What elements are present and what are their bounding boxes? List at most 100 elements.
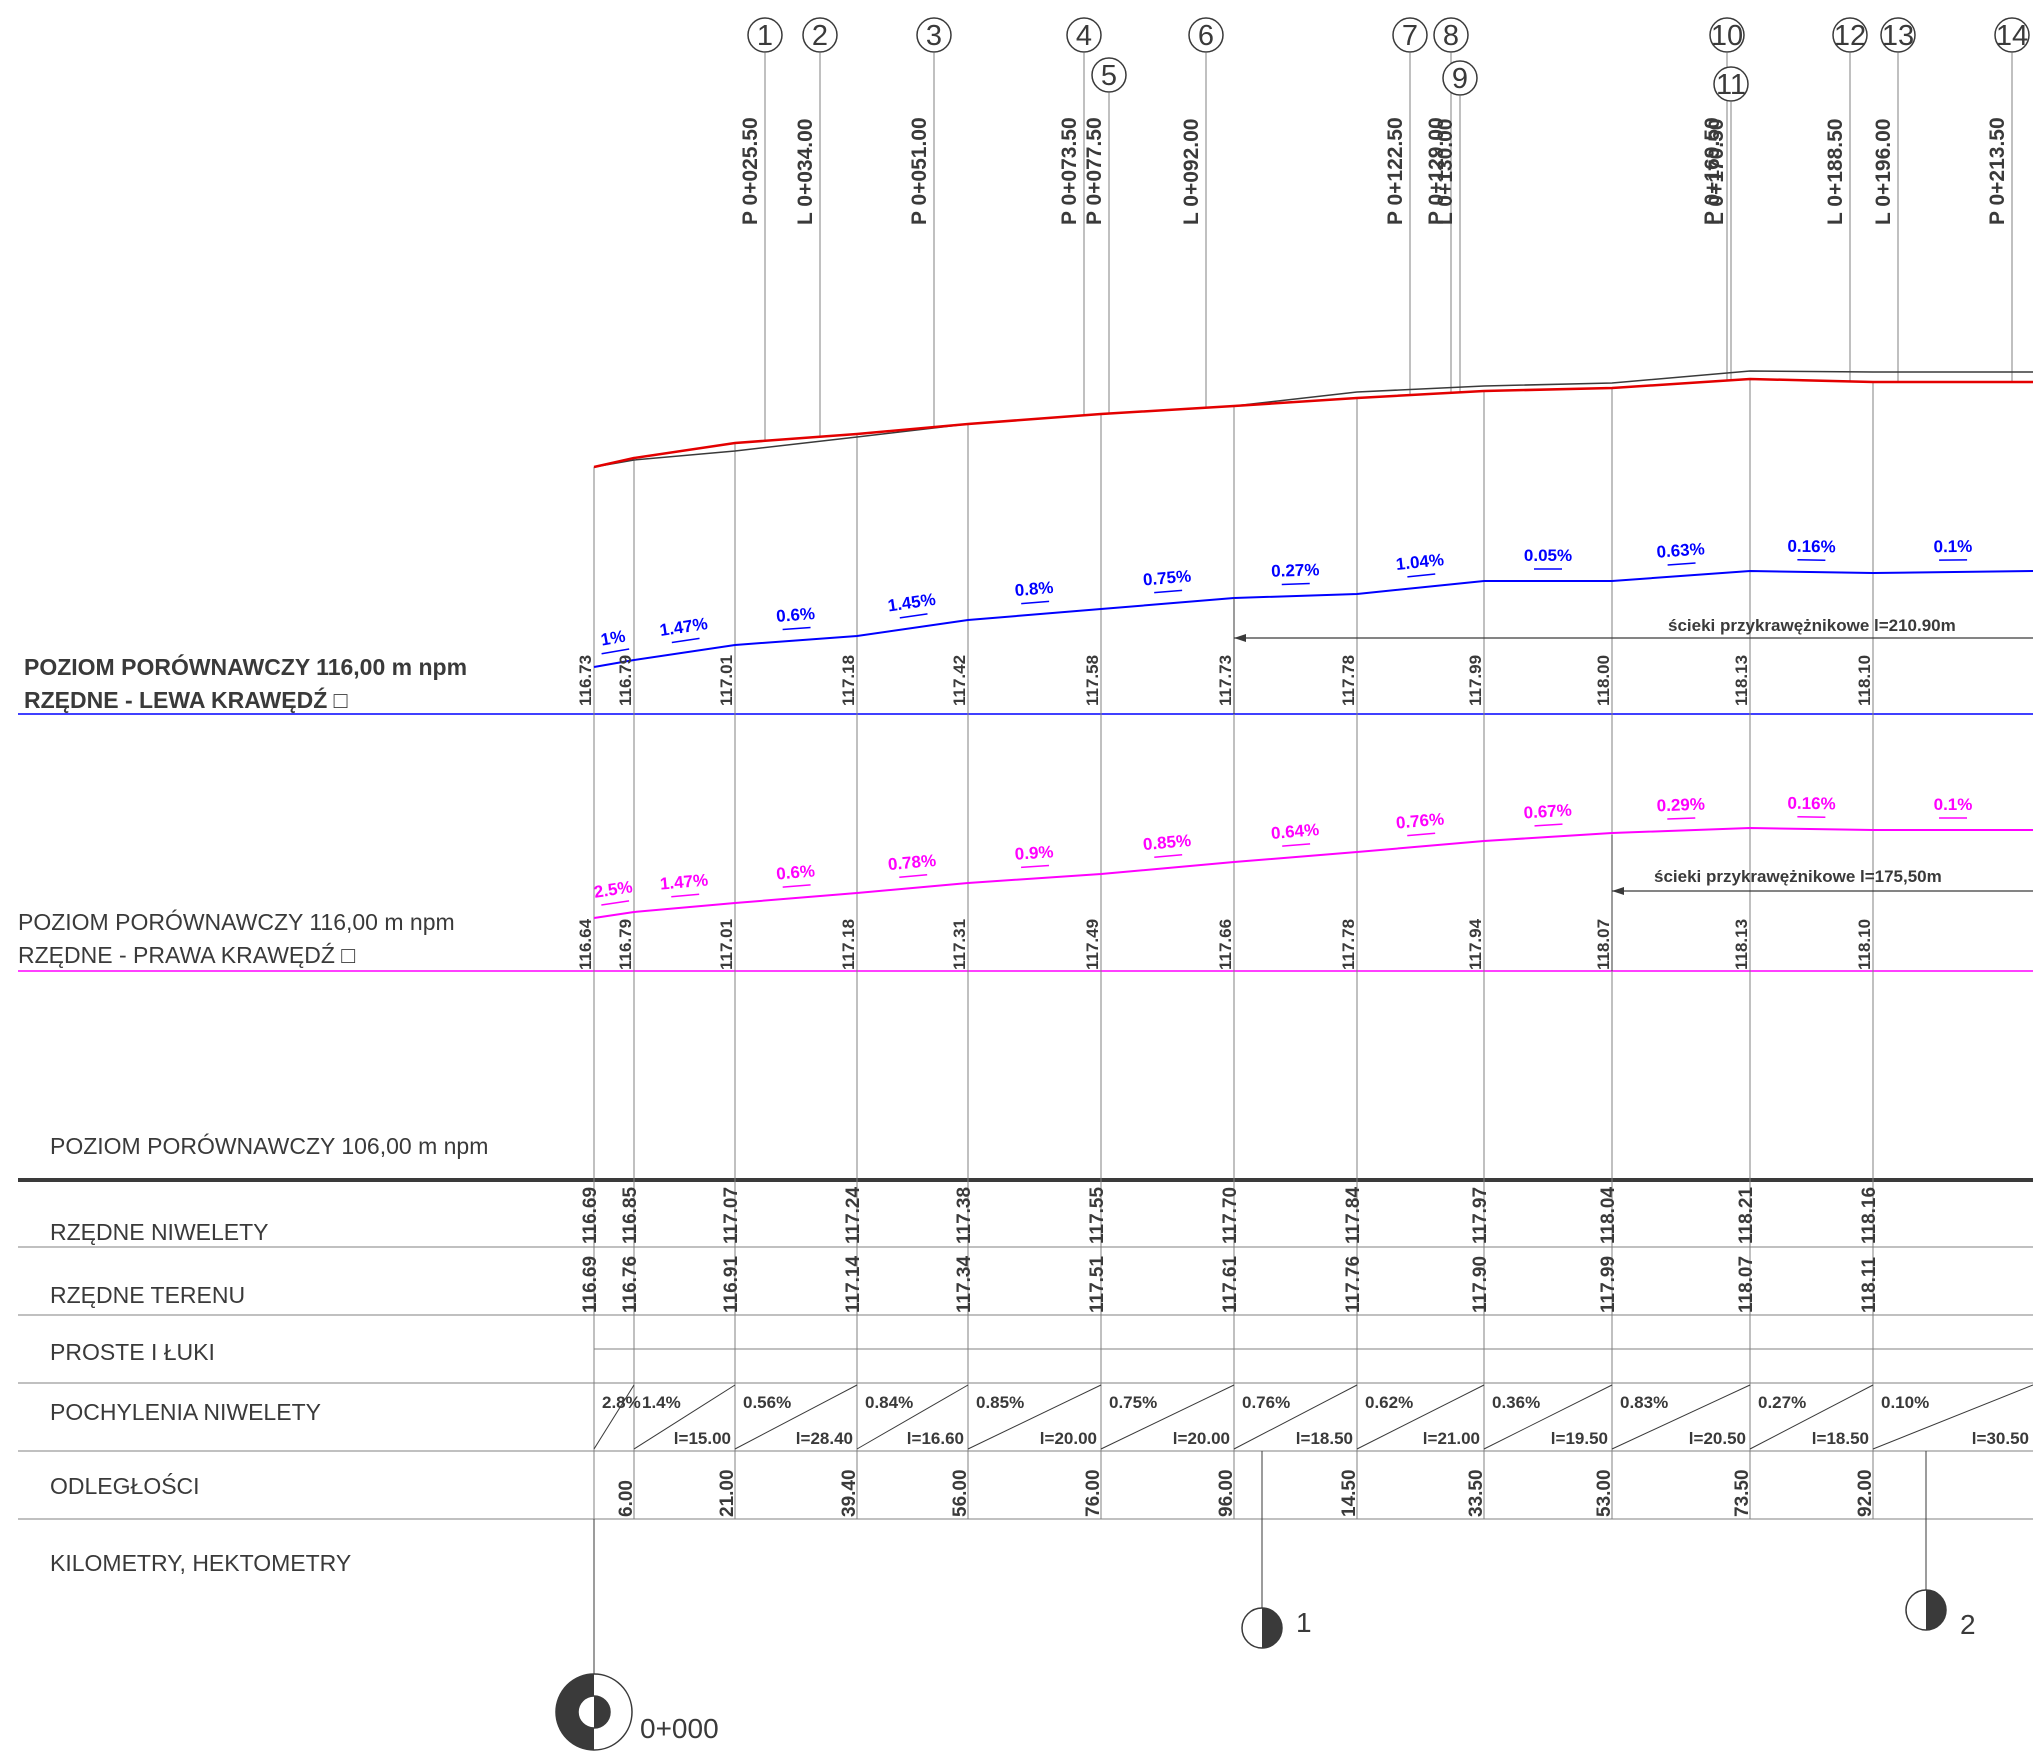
marker-number: 1 — [757, 20, 773, 52]
hm-1-label: 1 — [1296, 1607, 1312, 1638]
niweleta-value: 116.69 — [580, 1187, 601, 1244]
grade-diagonal — [1233, 1384, 1358, 1450]
distance-value: 33.50 — [1466, 1469, 1487, 1517]
slope-arrow — [601, 900, 630, 906]
edge-elevation: 117.73 — [1216, 655, 1235, 706]
left-edge-labels: 116.73 116.79 117.01 117.18 117.42 117.58 117.… — [576, 537, 1972, 706]
edge-slope: 0.05% — [1524, 546, 1572, 565]
edge-elevation: 117.58 — [1083, 655, 1102, 706]
marker-station: L 0+170.50 — [1705, 119, 1728, 225]
niweleta-value: 117.38 — [954, 1187, 975, 1244]
slope-arrow — [1154, 853, 1183, 858]
slope-arrow — [671, 637, 700, 644]
gutter-left-label: ścieki przykrawężnikowe l=210.90m — [1668, 616, 1956, 635]
grade-slope: 0.75% — [1109, 1393, 1157, 1412]
grade-slope: 0.83% — [1620, 1393, 1668, 1412]
marker-circle — [1442, 60, 1478, 96]
gutter-left-dimension: ścieki przykrawężnikowe l=210.90m — [1233, 598, 2033, 714]
grade-diagonal — [1611, 1384, 1751, 1450]
grade-diagonal — [633, 1384, 736, 1450]
niweleta-value: 117.84 — [1343, 1187, 1364, 1244]
edge-elevation: 117.18 — [839, 919, 858, 970]
edge-elevation: 118.00 — [1594, 655, 1613, 706]
edge-elevation: 117.42 — [950, 655, 969, 706]
grade-diagonal — [734, 1384, 858, 1450]
slope-arrow — [1534, 823, 1563, 827]
grade-diagonal — [593, 1384, 635, 1450]
niweleta-value: 118.04 — [1598, 1187, 1619, 1244]
edge-slope: 1.04% — [1395, 550, 1445, 574]
edge-elevation: 117.18 — [839, 655, 858, 706]
marker-number: 12 — [1834, 20, 1866, 52]
marker-station: P 0+051.00 — [908, 117, 931, 225]
marker-number: 10 — [1711, 20, 1743, 52]
right-edge-line — [593, 826, 2033, 919]
edge-slope: 0.75% — [1142, 567, 1192, 590]
edge-elevation: 118.10 — [1855, 655, 1874, 706]
slope-arrow — [1021, 864, 1050, 869]
right-edge-title: RZĘDNE - PRAWA KRAWĘDŹ □ — [18, 942, 355, 968]
slope-arrow — [671, 893, 700, 898]
edge-slope: 0.27% — [1271, 560, 1320, 581]
marker-circle — [1392, 17, 1428, 53]
grade-slope: 0.27% — [1758, 1393, 1806, 1412]
marker-number: 6 — [1198, 20, 1214, 52]
teren-value: 117.61 — [1220, 1256, 1241, 1313]
grade-length: l=18.50 — [1296, 1429, 1353, 1448]
edge-slope: 0.8% — [1014, 578, 1054, 600]
km-marker-0: 0+000 — [555, 1519, 719, 1751]
slope-arrow — [1282, 843, 1311, 847]
edge-elevation: 118.13 — [1732, 655, 1751, 706]
station-markers: 1 P 0+025.50 2 L 0+034.00 3 P 0+051.00 4 P 0+07… — [739, 17, 2030, 441]
marker-circle — [802, 17, 838, 53]
teren-value: 116.76 — [620, 1256, 641, 1313]
edge-slope: 0.85% — [1142, 831, 1192, 854]
edge-elevation: 118.10 — [1855, 919, 1874, 970]
edge-slope: 0.76% — [1395, 809, 1445, 832]
edge-slope: 0.63% — [1656, 539, 1705, 561]
grade-length: l=30.50 — [1972, 1429, 2029, 1448]
grade-length: l=19.50 — [1551, 1429, 1608, 1448]
edge-slope: 0.16% — [1787, 794, 1836, 814]
table-values: 116.69 116.85 117.07 117.24 117.38 117.55 117.… — [580, 1187, 2033, 1517]
grade-length: l=16.60 — [907, 1429, 964, 1448]
distance-value: 56.00 — [950, 1469, 971, 1517]
marker-number: 11 — [1716, 69, 1746, 101]
grade-line — [593, 377, 2033, 469]
marker-circle — [1994, 17, 2030, 53]
distance-value: 96.00 — [1216, 1469, 1237, 1517]
distance-value: 21.00 — [717, 1469, 738, 1517]
marker-circle — [1832, 17, 1868, 53]
marker-station: P 0+122.50 — [1384, 117, 1407, 225]
grade-slope: 0.76% — [1242, 1393, 1290, 1412]
distance-value: 6.00 — [616, 1480, 637, 1517]
niweleta-value: 117.24 — [843, 1187, 864, 1244]
edge-slope: 1.47% — [658, 614, 708, 640]
edge-elevation: 117.49 — [1083, 919, 1102, 970]
marker-station: L 0+034.00 — [794, 119, 817, 225]
marker-circle — [1188, 17, 1224, 53]
profile-table-frame — [18, 713, 2033, 1520]
slope-arrow — [782, 626, 811, 631]
distance-value: 76.00 — [1083, 1469, 1104, 1517]
marker-station: L 0+188.50 — [1824, 119, 1847, 225]
slope-arrow — [1154, 589, 1183, 594]
marker-station: P 0+025.50 — [739, 117, 762, 225]
grade-diagonal — [1749, 1384, 1874, 1450]
marker-station: L 0+130.00 — [1434, 119, 1457, 225]
grade-diagonal — [1356, 1384, 1485, 1450]
km-start-label: 0+000 — [640, 1713, 719, 1744]
grade-slope: 0.10% — [1881, 1393, 1929, 1412]
slope-arrow — [1281, 582, 1310, 586]
teren-value: 117.14 — [843, 1256, 864, 1313]
niweleta-value: 117.97 — [1470, 1187, 1491, 1244]
grade-diagonal — [1100, 1384, 1235, 1450]
niweleta-value: 116.85 — [620, 1187, 641, 1244]
grade-length: l=20.00 — [1040, 1429, 1097, 1448]
grade-slope: 0.36% — [1492, 1393, 1540, 1412]
marker-circle — [1091, 57, 1127, 93]
slope-arrow — [1407, 573, 1436, 578]
edge-elevation: 117.94 — [1466, 918, 1485, 970]
marker-number: 7 — [1402, 20, 1418, 52]
